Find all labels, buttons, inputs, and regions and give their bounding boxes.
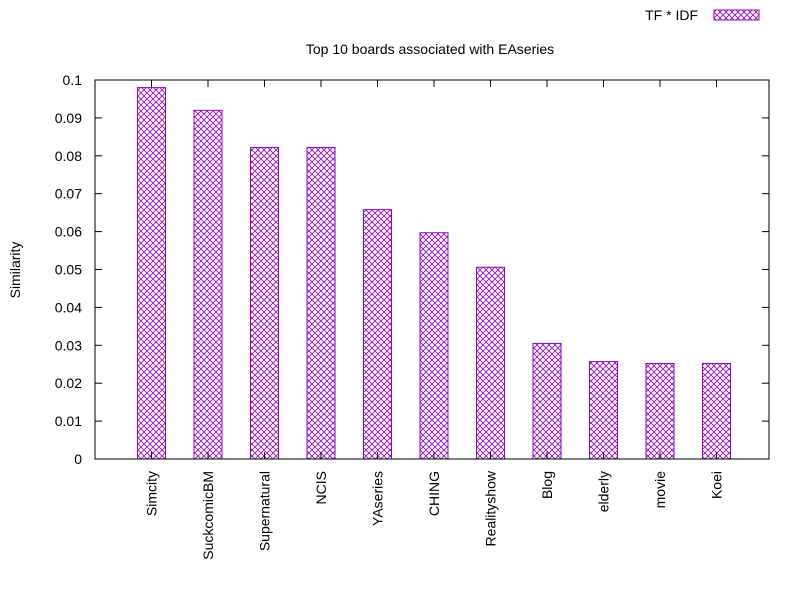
x-tick-label-ching: CHING — [426, 471, 442, 516]
x-tick-label-simcity: Simcity — [144, 471, 160, 516]
y-axis-label: Similarity — [7, 242, 23, 299]
bar-movie — [645, 362, 675, 460]
bar-ncis — [306, 146, 336, 460]
bar-simcity — [137, 87, 166, 460]
x-tick-label-yaseries: YAseries — [370, 471, 386, 526]
bar-blog — [532, 342, 562, 460]
y-tick-label: 0.06 — [55, 224, 82, 240]
legend-label: TF * IDF — [645, 7, 698, 23]
bars-group — [137, 87, 731, 460]
y-tick-label: 0.04 — [55, 299, 82, 315]
x-tick-label-supernatural: Supernatural — [257, 471, 273, 551]
legend-swatch — [713, 9, 760, 21]
x-tick-label-suckcomicbm: SuckcomicBM — [200, 471, 216, 560]
y-tick-label: 0.09 — [55, 110, 82, 126]
y-tick-label: 0.08 — [55, 148, 82, 164]
x-tick-label-realityshow: Realityshow — [483, 470, 499, 546]
x-tick-label-movie: movie — [652, 471, 668, 509]
bar-supernatural — [250, 146, 279, 460]
x-axis: Simcity SuckcomicBM Supernatural NCIS YAseri… — [144, 80, 725, 560]
y-tick-label: 0.05 — [55, 262, 82, 278]
bar-elderly — [589, 361, 618, 460]
bar-realityshow — [476, 266, 505, 460]
y-axis: 0 0.01 0.02 0.03 0.04 0.05 0.06 0.07 0.08 0.09 0.1 — [55, 72, 769, 467]
legend: TF * IDF — [645, 7, 760, 23]
bar-suckcomicbm — [193, 109, 223, 460]
y-tick-label: 0.01 — [55, 413, 82, 429]
bar-yaseries — [363, 209, 392, 460]
chart-title: Top 10 boards associated with EAseries — [306, 41, 554, 57]
x-tick-label-koei: Koei — [709, 471, 725, 499]
plot-frame — [94, 79, 770, 460]
x-tick-label-elderly: elderly — [596, 471, 612, 512]
y-tick-label: 0.02 — [55, 375, 82, 391]
x-tick-label-ncis: NCIS — [313, 471, 329, 504]
y-tick-label: 0.1 — [63, 72, 83, 88]
y-tick-label: 0.03 — [55, 337, 82, 353]
y-tick-label: 0 — [74, 451, 82, 467]
x-tick-label-blog: Blog — [539, 471, 555, 499]
bar-ching — [419, 232, 449, 460]
bar-koei — [702, 362, 731, 460]
y-tick-label: 0.07 — [55, 186, 82, 202]
